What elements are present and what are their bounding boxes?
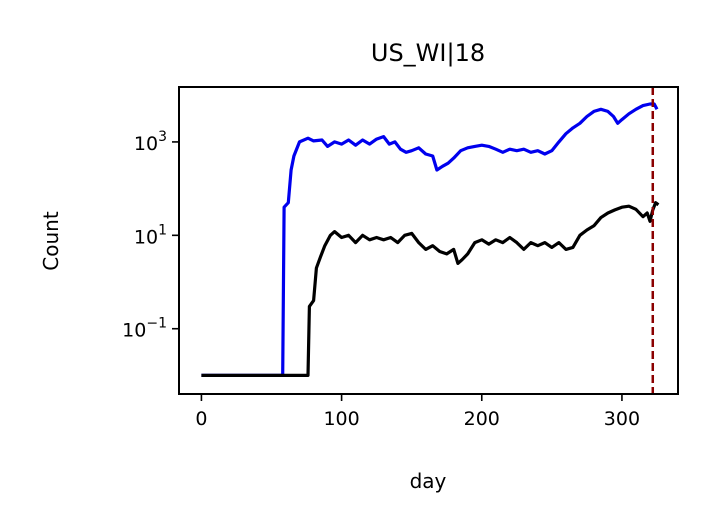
plot-area bbox=[179, 87, 678, 394]
x-axis: 0 100 200 300 bbox=[195, 394, 640, 430]
y-tick-label: 10−1 bbox=[122, 316, 167, 342]
plot-frame bbox=[178, 86, 679, 395]
x-tick-label: 100 bbox=[323, 408, 359, 430]
series-layer bbox=[201, 102, 660, 377]
x-axis-label: day bbox=[410, 469, 447, 493]
y-axis-label: Count bbox=[39, 211, 63, 271]
series-line-2 bbox=[201, 201, 660, 377]
y-tick-label: 103 bbox=[134, 129, 167, 155]
x-tick-label: 300 bbox=[604, 408, 640, 430]
series-line-1 bbox=[201, 102, 659, 377]
y-axis: 10−1 101 103 bbox=[122, 129, 179, 342]
y-tick-label: 101 bbox=[134, 222, 167, 248]
chart-title: US_WI|18 bbox=[371, 39, 485, 67]
x-tick-label: 0 bbox=[195, 408, 207, 430]
x-tick-label: 200 bbox=[464, 408, 500, 430]
